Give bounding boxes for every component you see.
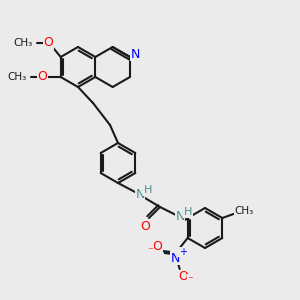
Text: O: O [153, 241, 163, 254]
Text: ⁻: ⁻ [148, 246, 154, 256]
Text: N: N [171, 251, 180, 265]
Text: O: O [179, 271, 189, 284]
Text: CH₃: CH₃ [8, 72, 27, 82]
Text: N: N [130, 47, 140, 61]
Text: N: N [135, 188, 145, 202]
Text: N: N [175, 211, 185, 224]
Text: +: + [179, 247, 187, 257]
Text: ⁻: ⁻ [188, 275, 194, 285]
Text: H: H [184, 207, 192, 217]
Text: H: H [144, 185, 152, 195]
Text: CH₃: CH₃ [14, 38, 33, 48]
Text: O: O [44, 37, 54, 50]
Text: CH₃: CH₃ [235, 206, 254, 216]
Text: O: O [38, 70, 48, 83]
Text: O: O [140, 220, 150, 232]
